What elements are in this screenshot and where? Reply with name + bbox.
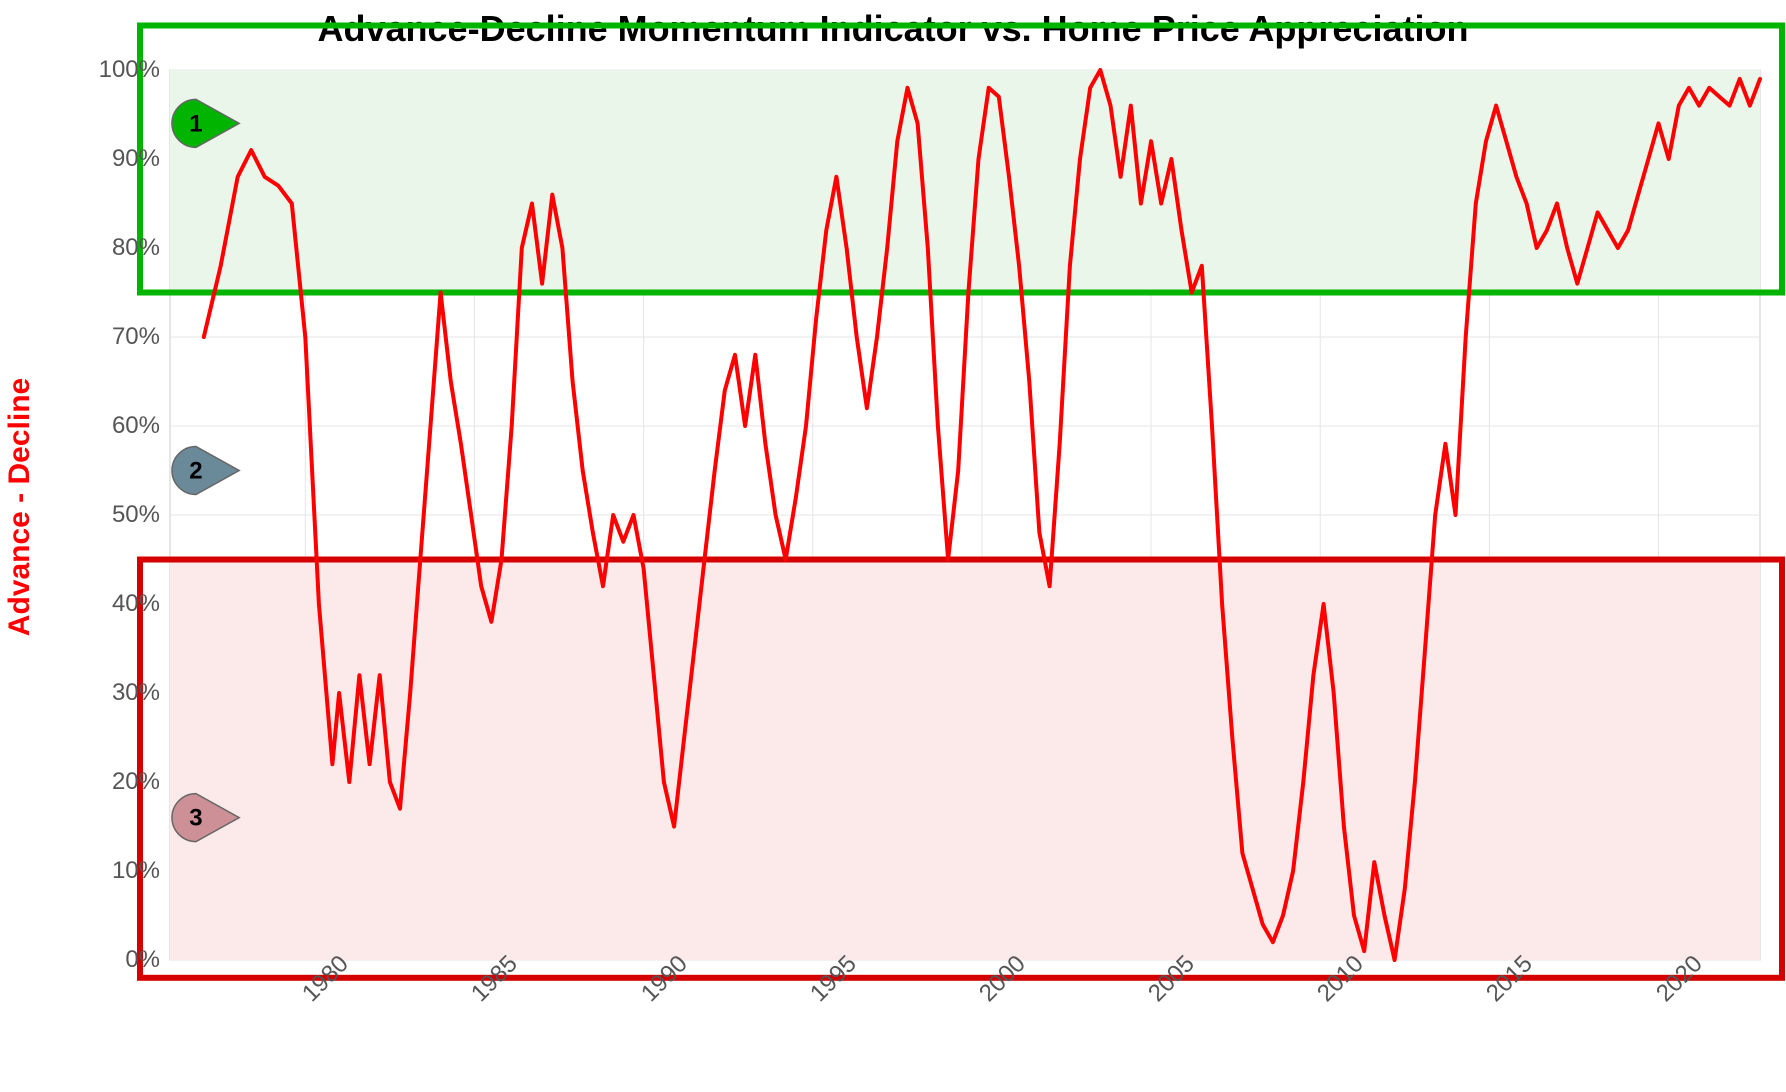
svg-text:2: 2 <box>189 458 202 485</box>
y-tick-label: 90% <box>80 145 160 173</box>
y-tick-label: 40% <box>80 590 160 618</box>
y-tick-label: 100% <box>80 56 160 84</box>
y-tick-label: 50% <box>80 501 160 529</box>
svg-text:1: 1 <box>189 110 202 137</box>
y-tick-label: 20% <box>80 768 160 796</box>
y-tick-label: 0% <box>80 946 160 974</box>
y-tick-label: 10% <box>80 857 160 885</box>
svg-text:3: 3 <box>189 805 202 832</box>
y-tick-label: 70% <box>80 323 160 351</box>
callout-marker: 2 <box>172 447 239 495</box>
y-tick-label: 30% <box>80 679 160 707</box>
chart-plot-area: 1 2 3 <box>0 0 1786 1092</box>
y-tick-label: 80% <box>80 234 160 262</box>
y-tick-label: 60% <box>80 412 160 440</box>
